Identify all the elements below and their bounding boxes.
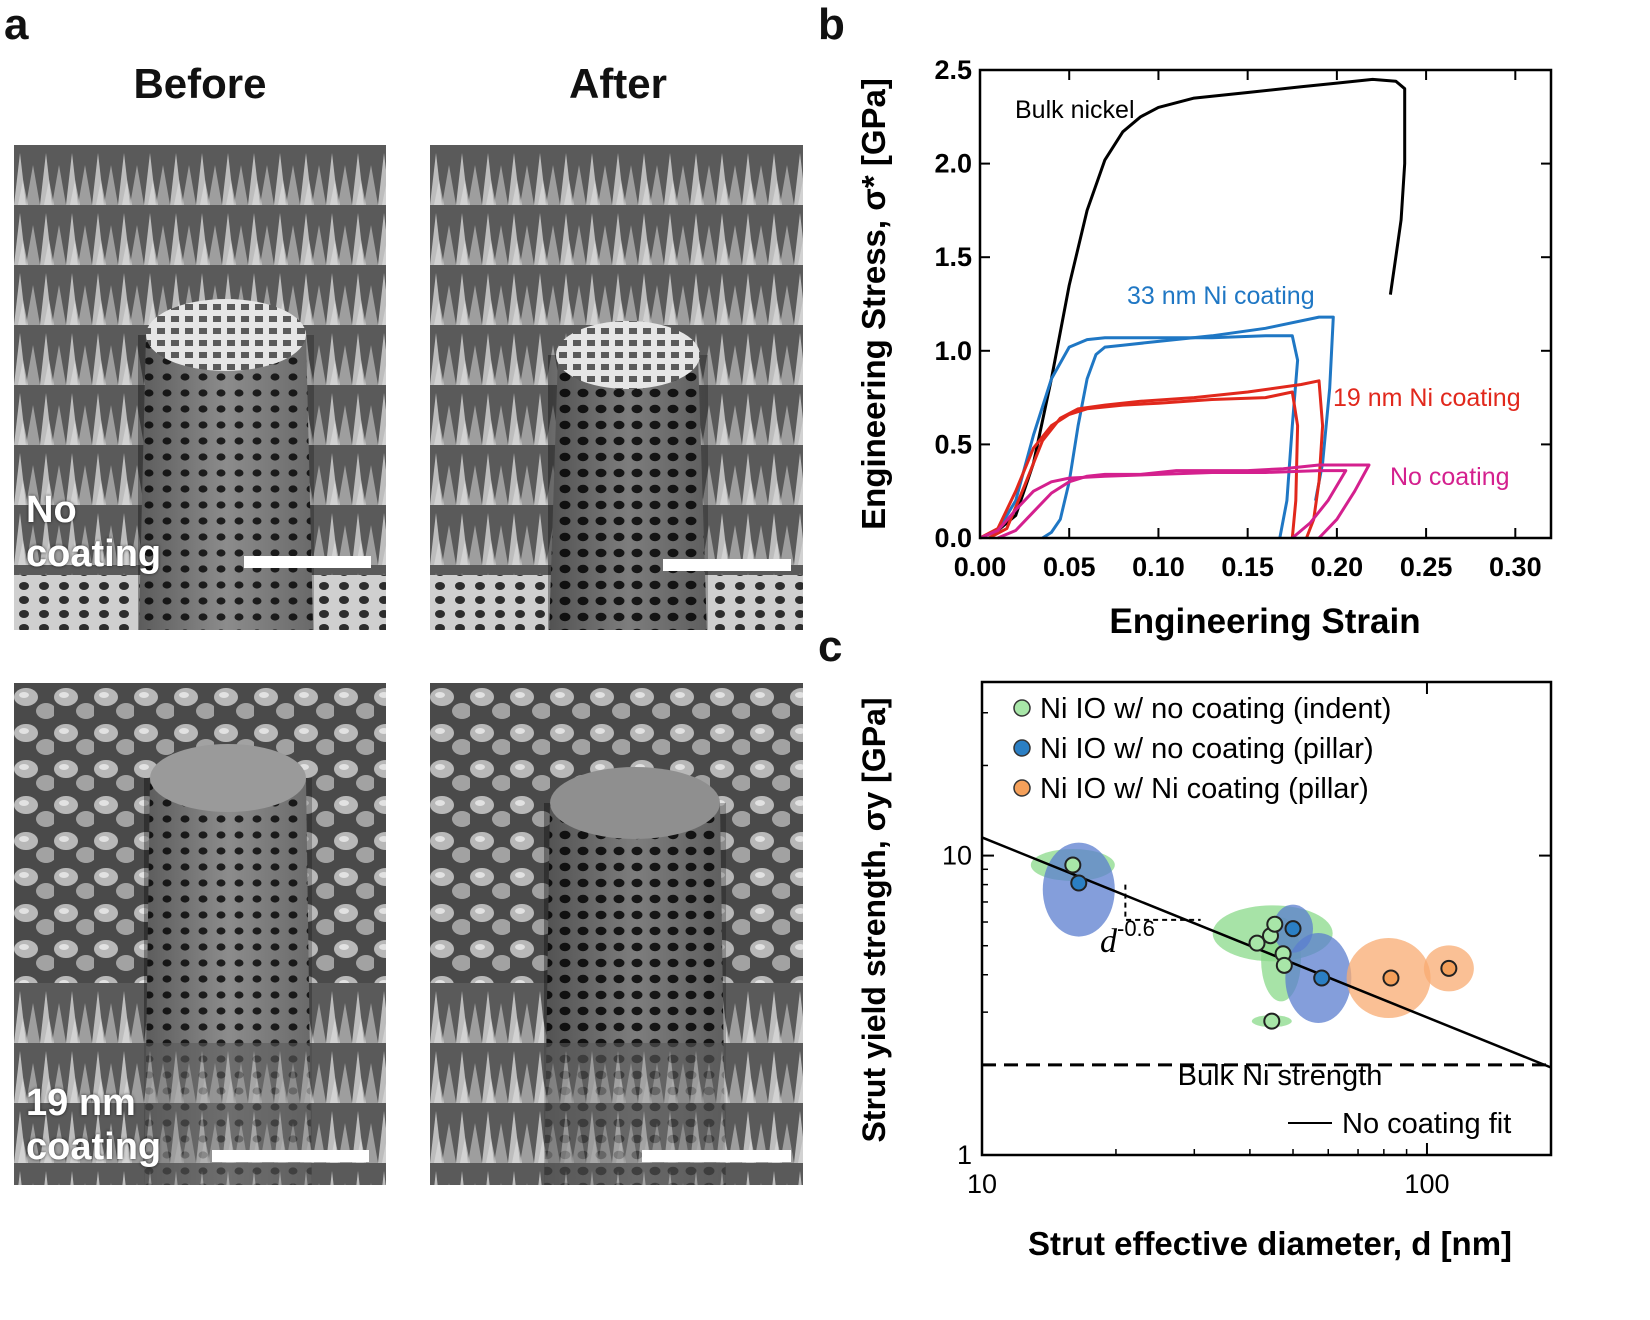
data-point	[1275, 956, 1293, 974]
x-tick-label: 100	[1404, 1169, 1449, 1199]
scale-bar	[663, 559, 791, 571]
plot-frame	[978, 68, 1553, 540]
series-line	[979, 77, 1407, 540]
x-tick-label: 0.25	[1400, 552, 1453, 582]
data-point	[1248, 934, 1266, 952]
uncertainty-ellipse	[1273, 904, 1314, 953]
data-point	[1064, 856, 1082, 874]
data-point	[1070, 874, 1088, 892]
x-tick-label: 0.15	[1221, 552, 1274, 582]
legend-label-pillar: Ni IO w/ no coating (pillar)	[1040, 733, 1374, 765]
series-line	[988, 379, 1325, 540]
data-point	[1261, 927, 1279, 945]
data-point	[1274, 945, 1292, 963]
x-tick-label: 0.00	[954, 552, 1007, 582]
fit-line	[981, 836, 1552, 1069]
x-tick-label: 0.05	[1043, 552, 1096, 582]
data-point	[1266, 915, 1284, 933]
sem-image-no-coating-before: No coating	[14, 145, 386, 630]
uncertainty-ellipse	[1346, 938, 1431, 1019]
legend-label-ni-coating: Ni IO w/ Ni coating (pillar)	[1040, 773, 1369, 805]
y-tick-label: 1.0	[934, 336, 972, 366]
uncertainty-ellipse	[1212, 905, 1333, 962]
uncertainty-ellipse	[1285, 933, 1352, 1024]
y-tick-label: 1	[957, 1140, 972, 1170]
x-tick-label: 0.20	[1311, 552, 1364, 582]
x-axis-label: Engineering Strain	[1109, 602, 1420, 641]
panel-b-letter: b	[818, 0, 845, 49]
row-label-no-coating: No coating	[26, 489, 162, 575]
uncertainty-ellipse	[1423, 945, 1474, 992]
data-point	[1440, 959, 1458, 977]
uncertainty-ellipse	[1030, 849, 1115, 882]
uncertainty-ellipse	[1251, 1015, 1292, 1028]
series-line	[979, 469, 1348, 540]
panel-c-letter: c	[818, 622, 843, 671]
legend-marker-indent	[1013, 699, 1031, 717]
x-tick-label: 0.30	[1489, 552, 1542, 582]
y-tick-label: 2.5	[934, 55, 972, 85]
scale-bar	[212, 1150, 369, 1162]
annotation-no-coating: No coating	[1390, 463, 1510, 491]
slope-label: d-0.6	[1100, 916, 1155, 960]
y-tick-label: 10	[942, 841, 972, 871]
legend: Ni IO w/ no coating (indent) Ni IO w/ no…	[1013, 693, 1391, 805]
sem-image-19nm-coating-after	[430, 683, 803, 1185]
plot-frame	[980, 680, 1553, 1157]
data-point	[1382, 969, 1400, 987]
annotation-bulk-nickel: Bulk nickel	[1015, 96, 1135, 124]
column-title-before: Before	[133, 60, 267, 107]
data-point	[1263, 1012, 1281, 1030]
x-axis-label: Strut effective diameter, d [nm]	[1028, 1225, 1512, 1262]
y-axis-label: Engineering Stress, σ* [GPa]	[855, 78, 892, 530]
uncertainty-ellipse	[1261, 917, 1302, 1002]
annotation-33nm: 33 nm Ni coating	[1127, 282, 1315, 310]
panel-a-letter: a	[4, 0, 29, 49]
scale-bar	[642, 1150, 791, 1162]
x-tick-label: 10	[967, 1169, 997, 1199]
series-line	[979, 334, 1300, 540]
series-line	[1041, 315, 1335, 540]
legend-marker-pillar	[1013, 739, 1031, 757]
scale-bar	[244, 556, 371, 568]
row-label-19nm-coating: 19 nm coating	[26, 1082, 162, 1168]
sem-image-no-coating-after	[430, 145, 803, 630]
series-line	[979, 390, 1300, 540]
data-point	[1284, 920, 1302, 938]
y-tick-label: 1.5	[934, 242, 972, 272]
series-line	[997, 463, 1371, 540]
bulk-strength-label: Bulk Ni strength	[1178, 1060, 1383, 1092]
legend-marker-ni-coating	[1013, 779, 1031, 797]
annotation-19nm: 19 nm Ni coating	[1333, 384, 1521, 412]
fit-label: No coating fit	[1342, 1108, 1511, 1140]
y-tick-label: 0.0	[934, 523, 972, 553]
sem-image-19nm-coating-before: 19 nm coating	[14, 683, 386, 1185]
x-tick-label: 0.10	[1132, 552, 1185, 582]
y-axis-label: Strut yield strength, σy [GPa]	[856, 697, 892, 1142]
legend-label-indent: Ni IO w/ no coating (indent)	[1040, 693, 1391, 725]
data-point	[1313, 969, 1331, 987]
y-tick-label: 0.5	[934, 429, 972, 459]
y-tick-label: 2.0	[934, 149, 972, 179]
uncertainty-ellipse	[1042, 842, 1115, 937]
column-title-after: After	[568, 60, 667, 107]
slope-triangle	[1124, 884, 1201, 921]
